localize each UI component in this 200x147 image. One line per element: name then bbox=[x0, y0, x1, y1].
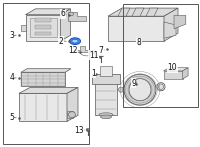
Polygon shape bbox=[164, 8, 178, 41]
Polygon shape bbox=[19, 87, 78, 93]
Polygon shape bbox=[67, 111, 73, 118]
Text: 13: 13 bbox=[74, 126, 84, 135]
Bar bbox=[35, 32, 51, 35]
Bar bbox=[30, 18, 57, 37]
Bar bbox=[3, 3, 89, 144]
Bar bbox=[123, 4, 198, 107]
Polygon shape bbox=[95, 78, 117, 115]
Polygon shape bbox=[26, 9, 70, 15]
Text: 7: 7 bbox=[99, 46, 103, 55]
Ellipse shape bbox=[68, 112, 76, 118]
Ellipse shape bbox=[101, 115, 112, 119]
Polygon shape bbox=[19, 93, 67, 121]
Polygon shape bbox=[174, 15, 186, 29]
Polygon shape bbox=[21, 69, 71, 72]
Ellipse shape bbox=[68, 12, 74, 16]
Ellipse shape bbox=[99, 55, 103, 57]
Ellipse shape bbox=[124, 74, 156, 105]
Polygon shape bbox=[164, 68, 188, 71]
Polygon shape bbox=[132, 8, 144, 16]
Polygon shape bbox=[68, 12, 86, 21]
Ellipse shape bbox=[129, 79, 151, 101]
Text: 1: 1 bbox=[91, 69, 96, 78]
Polygon shape bbox=[164, 22, 176, 38]
Ellipse shape bbox=[118, 87, 124, 92]
Text: 5: 5 bbox=[9, 113, 14, 122]
Text: 11: 11 bbox=[89, 51, 98, 60]
Polygon shape bbox=[164, 71, 182, 79]
Polygon shape bbox=[108, 16, 164, 41]
Text: 6: 6 bbox=[61, 9, 65, 19]
Polygon shape bbox=[182, 68, 188, 79]
Polygon shape bbox=[92, 74, 120, 84]
Bar bbox=[21, 72, 65, 86]
Text: 9: 9 bbox=[131, 78, 136, 88]
Ellipse shape bbox=[86, 128, 90, 130]
Polygon shape bbox=[60, 9, 70, 41]
Text: 4: 4 bbox=[9, 73, 14, 82]
Polygon shape bbox=[118, 8, 130, 16]
Ellipse shape bbox=[99, 113, 113, 117]
Bar bbox=[35, 25, 51, 29]
Bar bbox=[35, 18, 51, 22]
Text: 10: 10 bbox=[168, 63, 177, 72]
Polygon shape bbox=[100, 66, 112, 76]
Text: 3: 3 bbox=[9, 31, 14, 40]
Polygon shape bbox=[108, 8, 178, 16]
Text: 12: 12 bbox=[68, 46, 78, 55]
Ellipse shape bbox=[72, 39, 78, 43]
Text: 8: 8 bbox=[137, 38, 141, 47]
Polygon shape bbox=[26, 15, 60, 41]
Ellipse shape bbox=[70, 38, 80, 45]
Polygon shape bbox=[74, 46, 94, 52]
Text: 2: 2 bbox=[59, 37, 63, 46]
Polygon shape bbox=[67, 87, 78, 121]
Polygon shape bbox=[146, 8, 158, 16]
Ellipse shape bbox=[158, 84, 164, 90]
Polygon shape bbox=[21, 25, 26, 31]
